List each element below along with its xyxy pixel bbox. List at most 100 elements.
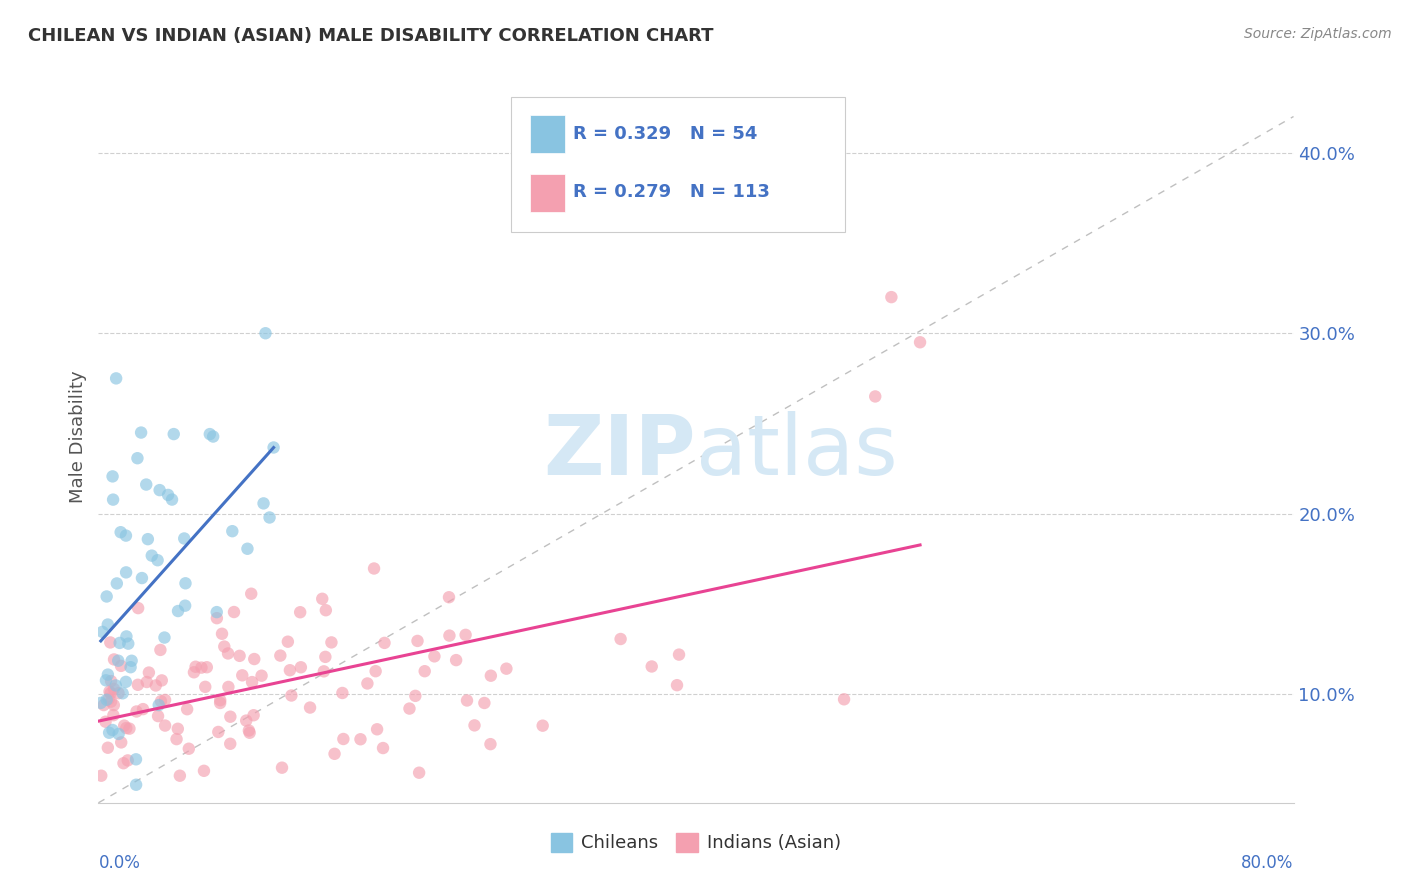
Point: [219, 709, 242, 723]
Point: [364, 664, 387, 678]
Point: [177, 741, 200, 756]
Point: [97, 740, 120, 755]
Point: [243, 652, 266, 666]
Point: [214, 640, 236, 654]
Point: [366, 723, 388, 737]
Point: [127, 451, 149, 466]
Point: [531, 719, 554, 733]
Point: [444, 653, 467, 667]
Point: [252, 496, 274, 510]
Point: [96, 590, 118, 604]
Point: [105, 371, 128, 385]
Text: 80.0%: 80.0%: [1241, 854, 1294, 872]
Point: [183, 665, 205, 680]
Point: [479, 737, 502, 751]
Point: [115, 721, 138, 735]
Point: [115, 674, 138, 689]
Point: [111, 686, 134, 700]
Point: [240, 675, 263, 690]
Point: [103, 708, 125, 723]
Point: [141, 549, 163, 563]
Point: [209, 696, 232, 710]
Point: [110, 525, 132, 540]
Point: [207, 725, 229, 739]
Point: [138, 665, 160, 680]
Point: [153, 718, 176, 732]
Point: [908, 335, 931, 350]
Point: [479, 669, 502, 683]
Point: [463, 718, 485, 732]
Point: [127, 601, 149, 615]
Point: [167, 604, 190, 618]
Point: [373, 636, 395, 650]
Point: [166, 722, 188, 736]
Point: [153, 631, 176, 645]
Point: [219, 737, 242, 751]
Text: 0.0%: 0.0%: [98, 854, 141, 872]
Text: ZIP: ZIP: [544, 411, 696, 492]
Point: [254, 326, 277, 341]
Point: [259, 510, 281, 524]
Point: [157, 488, 180, 502]
Point: [108, 636, 131, 650]
Point: [166, 732, 188, 747]
Point: [221, 524, 243, 538]
Point: [456, 693, 478, 707]
Point: [278, 663, 301, 677]
Point: [112, 718, 135, 732]
Point: [173, 532, 195, 546]
Point: [269, 648, 291, 663]
Point: [115, 566, 138, 580]
Point: [454, 628, 477, 642]
Point: [314, 649, 336, 664]
Point: [406, 634, 429, 648]
Point: [176, 702, 198, 716]
Point: [101, 492, 124, 507]
Point: [118, 722, 141, 736]
Point: [668, 648, 690, 662]
Point: [117, 753, 139, 767]
Point: [101, 723, 124, 737]
Point: [129, 425, 152, 440]
Point: [363, 561, 385, 575]
Point: [277, 634, 299, 648]
Point: [149, 483, 172, 497]
Point: [149, 643, 172, 657]
Point: [90, 696, 112, 710]
Point: [125, 752, 148, 766]
Point: [205, 605, 228, 619]
Point: [865, 389, 887, 403]
Point: [96, 693, 118, 707]
Point: [495, 662, 517, 676]
Point: [150, 673, 173, 688]
Point: [198, 427, 221, 442]
Point: [115, 629, 138, 643]
Point: [93, 698, 115, 712]
Point: [193, 764, 215, 778]
Point: [398, 701, 420, 715]
Point: [242, 708, 264, 723]
Point: [184, 659, 207, 673]
Point: [148, 698, 170, 712]
Point: [211, 627, 233, 641]
Point: [288, 605, 311, 619]
Point: [135, 477, 157, 491]
Text: CHILEAN VS INDIAN (ASIAN) MALE DISABILITY CORRELATION CHART: CHILEAN VS INDIAN (ASIAN) MALE DISABILIT…: [28, 27, 714, 45]
Text: Source: ZipAtlas.com: Source: ZipAtlas.com: [1244, 27, 1392, 41]
Point: [439, 629, 461, 643]
Point: [100, 674, 122, 689]
Point: [145, 678, 167, 692]
Point: [404, 689, 426, 703]
Point: [115, 528, 138, 542]
FancyBboxPatch shape: [530, 174, 565, 211]
Point: [231, 668, 253, 682]
Point: [117, 637, 139, 651]
Point: [97, 667, 120, 681]
Point: [408, 765, 430, 780]
Point: [332, 686, 354, 700]
Point: [323, 747, 346, 761]
Point: [150, 694, 173, 708]
Point: [205, 611, 228, 625]
Point: [217, 647, 239, 661]
Point: [169, 769, 191, 783]
